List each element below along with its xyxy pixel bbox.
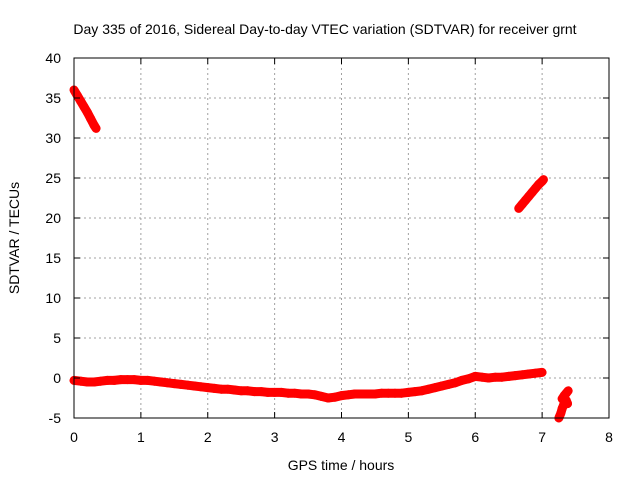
y-tick-label: 30 xyxy=(45,130,61,146)
x-tick-label: 7 xyxy=(538,429,546,445)
y-tick-label: 15 xyxy=(45,250,61,266)
series-1 xyxy=(69,367,547,403)
data-point xyxy=(564,386,573,395)
y-axis-label: SDTVAR / TECUs xyxy=(6,182,22,294)
series-0 xyxy=(69,85,101,133)
grid xyxy=(74,58,609,418)
y-tick-label: 35 xyxy=(45,90,61,106)
y-tick-label: 5 xyxy=(53,330,61,346)
y-tick-label: 25 xyxy=(45,170,61,186)
y-tick-label: -5 xyxy=(49,410,62,426)
x-tick-label: 3 xyxy=(271,429,279,445)
data-point xyxy=(92,124,101,133)
x-tick-label: 1 xyxy=(137,429,145,445)
x-tick-label: 8 xyxy=(605,429,613,445)
x-tick-label: 4 xyxy=(338,429,346,445)
y-tick-label: 40 xyxy=(45,50,61,66)
data-points xyxy=(69,85,573,423)
series-3 xyxy=(554,386,573,423)
x-tick-label: 6 xyxy=(471,429,479,445)
chart-title: Day 335 of 2016, Sidereal Day-to-day VTE… xyxy=(73,21,576,37)
data-point xyxy=(538,368,547,377)
axis-ticks: 0 1 2 3 4 5 6 7 8 -5 0 5 10 15 20 25 30 35 40 xyxy=(45,50,613,445)
x-tick-label: 5 xyxy=(404,429,412,445)
x-axis-label: GPS time / hours xyxy=(288,457,395,473)
x-tick-label: 2 xyxy=(204,429,212,445)
series-2 xyxy=(514,175,548,213)
x-tick-label: 0 xyxy=(70,429,78,445)
y-tick-label: 20 xyxy=(45,210,61,226)
y-tick-label: 0 xyxy=(53,370,61,386)
data-point xyxy=(539,175,548,184)
y-tick-label: 10 xyxy=(45,290,61,306)
